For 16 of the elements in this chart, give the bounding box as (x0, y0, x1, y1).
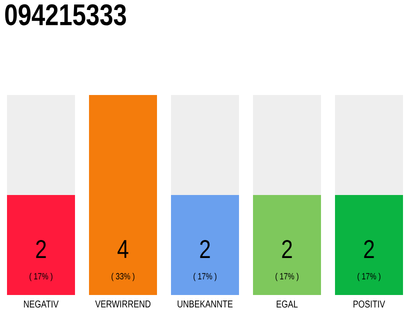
annotation: ( 33% ) (112, 272, 134, 282)
x-tick-label: VERWIRREND (95, 300, 150, 308)
data-label: 2 (364, 240, 374, 258)
x-tick-label: POSITIV (354, 300, 386, 308)
x-tick-label: UNBEKANNTE (178, 300, 233, 308)
x-tick-label: EGAL (276, 300, 298, 308)
data-label: 4 (118, 240, 128, 258)
data-label: 2 (200, 240, 210, 258)
annotation: ( 17% ) (358, 272, 380, 282)
annotation: ( 17% ) (194, 272, 216, 282)
annotation: ( 17% ) (276, 272, 298, 282)
data-label: 2 (282, 240, 292, 258)
chart-title: 094215333 (5, 4, 126, 26)
annotation: ( 17% ) (30, 272, 52, 282)
data-label: 2 (36, 240, 46, 258)
x-tick-label: NEGATIV (24, 300, 59, 308)
